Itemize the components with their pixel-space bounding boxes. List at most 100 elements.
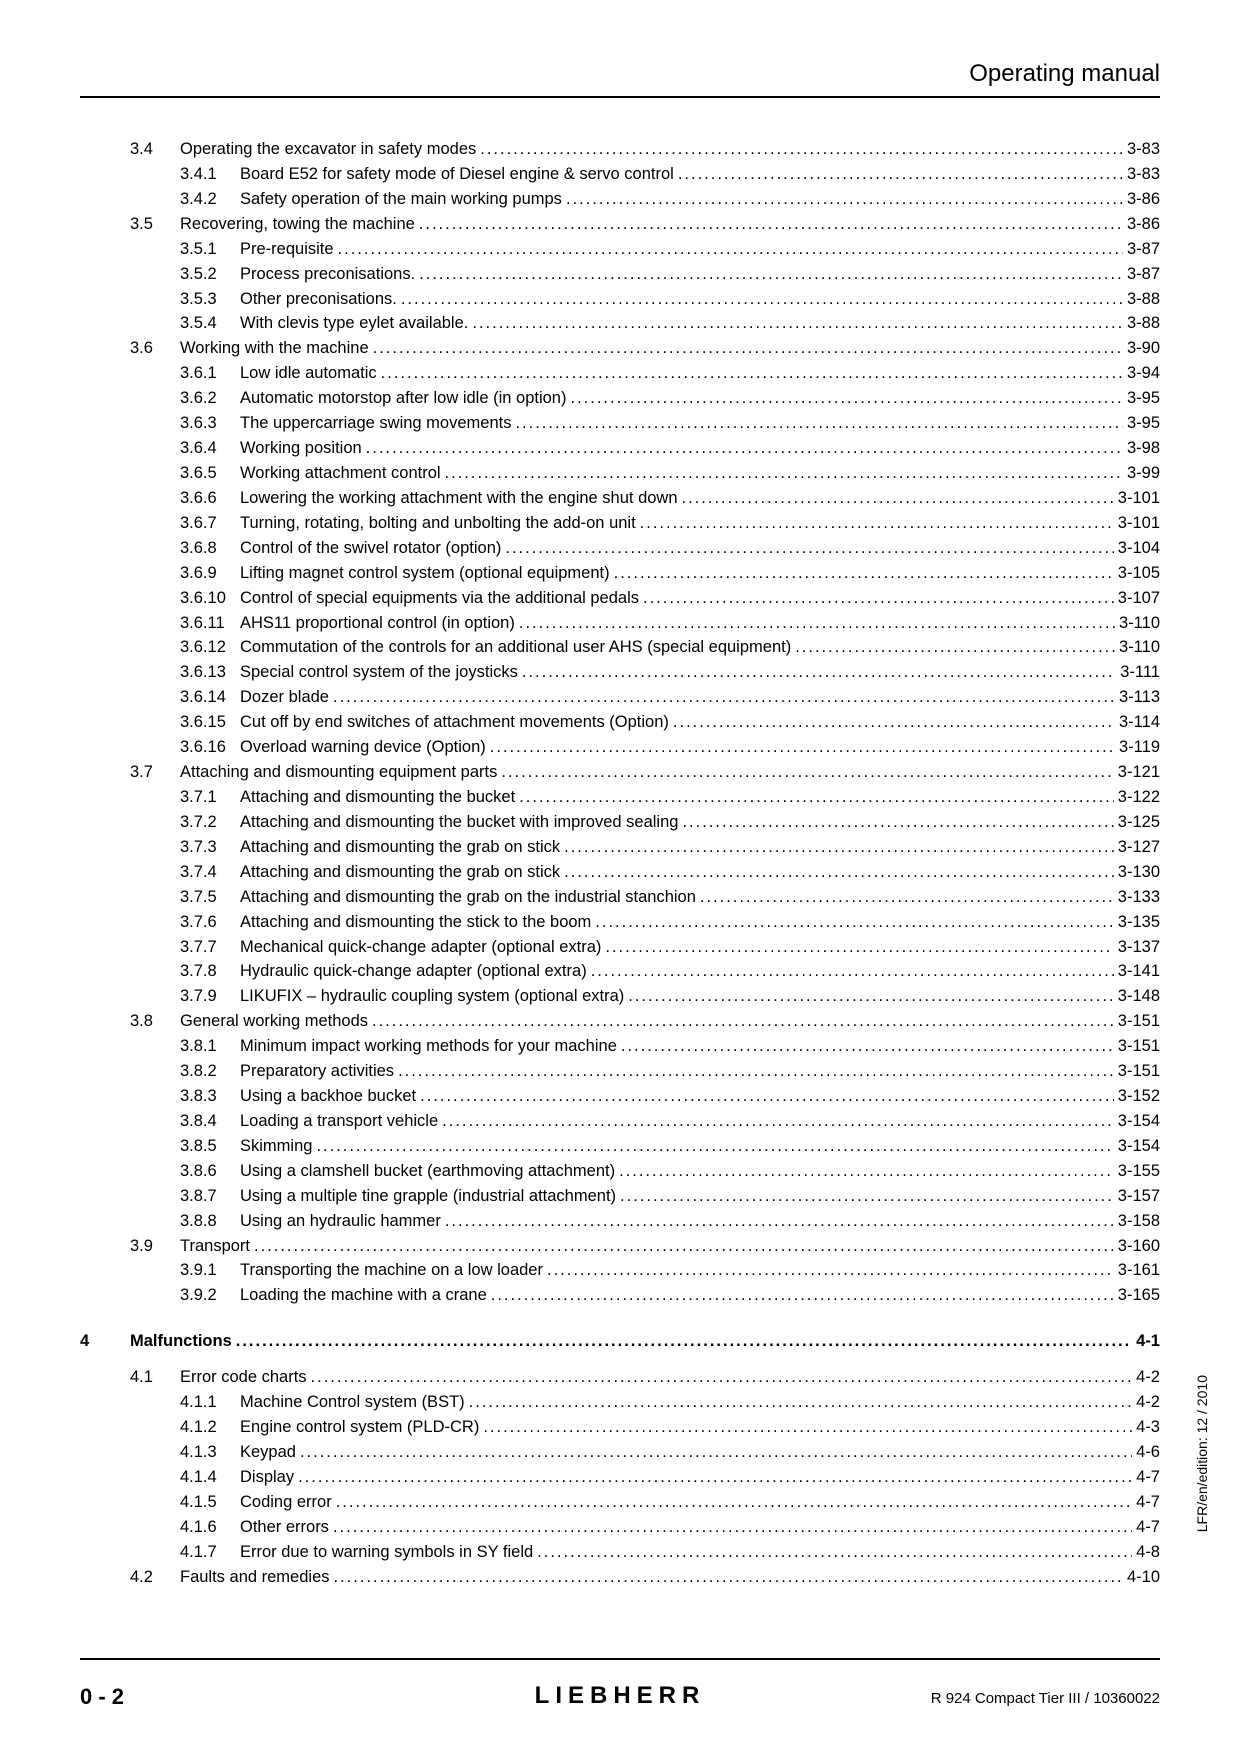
toc-title: Display bbox=[240, 1466, 294, 1490]
toc-number: 3.4.1 bbox=[180, 163, 240, 187]
toc-entry: 3.5.3Other preconisations...............… bbox=[80, 288, 1160, 312]
toc-entry: 3.5.1Pre-requisite......................… bbox=[80, 238, 1160, 262]
toc-entry: 3.6.9Lifting magnet control system (opti… bbox=[80, 562, 1160, 586]
toc-page: 3-158 bbox=[1118, 1210, 1160, 1234]
toc-entry: 4.1.7Error due to warning symbols in SY … bbox=[80, 1541, 1160, 1565]
toc-leader-dots: ........................................… bbox=[333, 686, 1115, 710]
toc-leader-dots: ........................................… bbox=[472, 312, 1123, 336]
toc-entry: 3.8.5Skimming...........................… bbox=[80, 1135, 1160, 1159]
toc-page: 3-151 bbox=[1118, 1010, 1160, 1034]
toc-leader-dots: ........................................… bbox=[333, 1516, 1132, 1540]
toc-title: Using a backhoe bucket bbox=[240, 1085, 416, 1109]
toc-leader-dots: ........................................… bbox=[300, 1441, 1132, 1465]
toc-title: Lifting magnet control system (optional … bbox=[240, 562, 610, 586]
toc-number: 3.7 bbox=[130, 761, 180, 785]
toc-number: 3.6.3 bbox=[180, 412, 240, 436]
toc-entry: 4.1.6Other errors.......................… bbox=[80, 1516, 1160, 1540]
toc-title: Transport bbox=[180, 1235, 250, 1259]
toc-page: 3-94 bbox=[1127, 362, 1160, 386]
toc-title: Loading a transport vehicle bbox=[240, 1110, 438, 1134]
toc-leader-dots: ........................................… bbox=[501, 761, 1113, 785]
toc-number: 3.8.6 bbox=[180, 1160, 240, 1184]
toc-leader-dots: ........................................… bbox=[700, 886, 1114, 910]
toc-leader-dots: ........................................… bbox=[595, 911, 1114, 935]
toc-leader-dots: ........................................… bbox=[614, 562, 1114, 586]
toc-title: Operating the excavator in safety modes bbox=[180, 138, 476, 162]
toc-entry: 3.6.14Dozer blade.......................… bbox=[80, 686, 1160, 710]
toc-number: 3.6.13 bbox=[180, 661, 240, 685]
toc-title: Commutation of the controls for an addit… bbox=[240, 636, 791, 660]
toc-title: Attaching and dismounting the bucket bbox=[240, 786, 515, 810]
toc-leader-dots: ........................................… bbox=[366, 437, 1123, 461]
toc-page: 4-10 bbox=[1127, 1566, 1160, 1590]
toc-page: 4-1 bbox=[1136, 1330, 1160, 1354]
toc-page: 3-165 bbox=[1118, 1284, 1160, 1308]
table-of-contents: 3.4Operating the excavator in safety mod… bbox=[80, 138, 1160, 1590]
toc-page: 3-113 bbox=[1119, 686, 1160, 710]
toc-entry: 3.6.6Lowering the working attachment wit… bbox=[80, 487, 1160, 511]
toc-leader-dots: ........................................… bbox=[445, 1210, 1114, 1234]
toc-entry: 3.6.2Automatic motorstop after low idle … bbox=[80, 387, 1160, 411]
toc-number: 3.6.2 bbox=[180, 387, 240, 411]
toc-entry: 3.8.7Using a multiple tine grapple (indu… bbox=[80, 1185, 1160, 1209]
toc-entry: 3.6.10Control of special equipments via … bbox=[80, 587, 1160, 611]
toc-page: 3-148 bbox=[1118, 985, 1160, 1009]
toc-number: 3.9 bbox=[130, 1235, 180, 1259]
toc-entry: 3.7.1Attaching and dismounting the bucke… bbox=[80, 786, 1160, 810]
toc-title: General working methods bbox=[180, 1010, 368, 1034]
toc-page: 3-154 bbox=[1118, 1110, 1160, 1134]
toc-entry: 3.7.9LIKUFIX – hydraulic coupling system… bbox=[80, 985, 1160, 1009]
toc-entry: 3.6.4Working position...................… bbox=[80, 437, 1160, 461]
toc-leader-dots: ........................................… bbox=[373, 337, 1123, 361]
toc-page: 4-2 bbox=[1136, 1391, 1160, 1415]
toc-page: 3-160 bbox=[1118, 1235, 1160, 1259]
toc-entry: 4.1.1Machine Control system (BST).......… bbox=[80, 1391, 1160, 1415]
toc-entry: 3.8.1Minimum impact working methods for … bbox=[80, 1035, 1160, 1059]
toc-page: 3-110 bbox=[1119, 612, 1160, 636]
toc-number: 4.1.6 bbox=[180, 1516, 240, 1540]
toc-title: AHS11 proportional control (in option) bbox=[240, 612, 515, 636]
footer-model: R 924 Compact Tier III / 10360022 bbox=[931, 1690, 1160, 1707]
toc-entry: 3.7.6Attaching and dismounting the stick… bbox=[80, 911, 1160, 935]
toc-number: 3.7.6 bbox=[180, 911, 240, 935]
toc-number: 3.6.6 bbox=[180, 487, 240, 511]
toc-entry: 3.6Working with the machine.............… bbox=[80, 337, 1160, 361]
toc-title: Attaching and dismounting the grab on st… bbox=[240, 836, 560, 860]
toc-number: 4.1.5 bbox=[180, 1491, 240, 1515]
toc-title: Error due to warning symbols in SY field bbox=[240, 1541, 533, 1565]
toc-entry: 3.9.1Transporting the machine on a low l… bbox=[80, 1259, 1160, 1283]
toc-leader-dots: ........................................… bbox=[445, 462, 1123, 486]
toc-title: Attaching and dismounting equipment part… bbox=[180, 761, 497, 785]
toc-leader-dots: ........................................… bbox=[605, 936, 1113, 960]
toc-page: 3-95 bbox=[1127, 387, 1160, 411]
toc-number: 3.6 bbox=[130, 337, 180, 361]
toc-entry: 3.4.2Safety operation of the main workin… bbox=[80, 188, 1160, 212]
toc-number: 3.7.4 bbox=[180, 861, 240, 885]
toc-number: 3.8.2 bbox=[180, 1060, 240, 1084]
toc-number: 3.7.7 bbox=[180, 936, 240, 960]
toc-number: 3.7.5 bbox=[180, 886, 240, 910]
toc-leader-dots: ........................................… bbox=[401, 288, 1123, 312]
toc-number: 4.1.3 bbox=[180, 1441, 240, 1465]
toc-page: 3-114 bbox=[1119, 711, 1160, 735]
toc-page: 3-86 bbox=[1127, 188, 1160, 212]
toc-leader-dots: ........................................… bbox=[566, 188, 1123, 212]
toc-number: 3.7.9 bbox=[180, 985, 240, 1009]
toc-title: Malfunctions bbox=[130, 1330, 232, 1354]
toc-leader-dots: ........................................… bbox=[505, 537, 1113, 561]
toc-entry: 3.8General working methods..............… bbox=[80, 1010, 1160, 1034]
toc-leader-dots: ........................................… bbox=[640, 512, 1114, 536]
toc-title: Preparatory activities bbox=[240, 1060, 394, 1084]
toc-page: 3-90 bbox=[1127, 337, 1160, 361]
toc-page: 3-87 bbox=[1127, 263, 1160, 287]
toc-leader-dots: ........................................… bbox=[570, 387, 1122, 411]
toc-title: Process preconisations. bbox=[240, 263, 415, 287]
toc-entry: 3.7.5Attaching and dismounting the grab … bbox=[80, 886, 1160, 910]
toc-number: 3.7.1 bbox=[180, 786, 240, 810]
toc-entry: 3.7.4Attaching and dismounting the grab … bbox=[80, 861, 1160, 885]
toc-number: 4.1 bbox=[130, 1366, 180, 1390]
toc-page: 3-83 bbox=[1127, 163, 1160, 187]
toc-entry: 3.8.4Loading a transport vehicle........… bbox=[80, 1110, 1160, 1134]
toc-title: Faults and remedies bbox=[180, 1566, 330, 1590]
toc-number: 3.6.8 bbox=[180, 537, 240, 561]
